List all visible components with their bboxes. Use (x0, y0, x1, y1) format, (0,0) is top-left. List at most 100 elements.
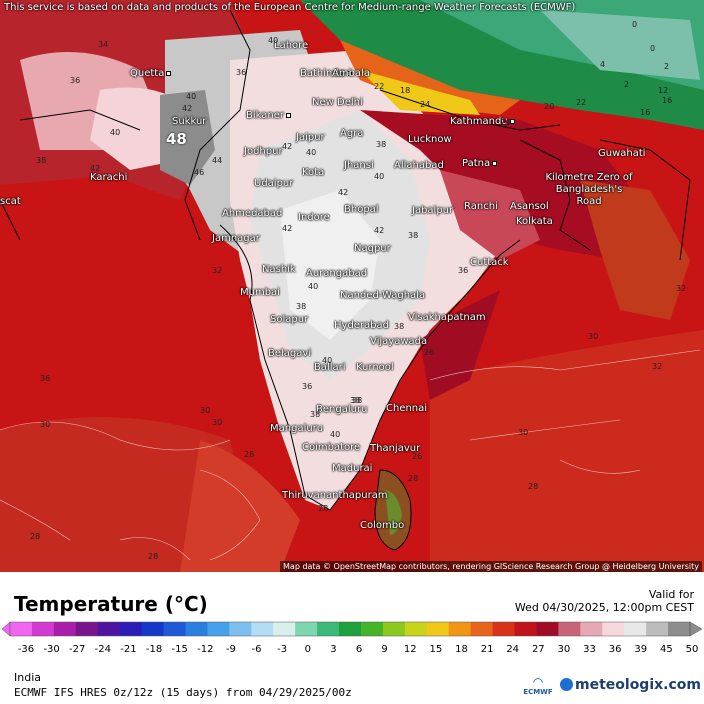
city-belagavi[interactable]: Belagavi (268, 348, 312, 359)
city-asansol[interactable]: Asansol (510, 201, 549, 212)
contour-value: 42 (182, 104, 193, 113)
ecmwf-logo-icon: ◠ (533, 675, 543, 689)
city-jodhpur[interactable]: Jodhpur (244, 146, 283, 157)
city-chennai[interactable]: Chennai (386, 403, 428, 414)
scale-swatch (492, 622, 516, 636)
scale-tick-label: -24 (95, 644, 111, 655)
city-guwahati[interactable]: Guwahati (598, 148, 646, 159)
temperature-map[interactable]: This service is based on data and produc… (0, 0, 704, 572)
city-jamnagar[interactable]: Jamnagar (212, 233, 260, 244)
city-aurangabad[interactable]: Aurangabad (306, 268, 368, 279)
city-bathinda[interactable]: Bathinda (300, 68, 354, 79)
city-quetta[interactable]: Quetta (130, 68, 173, 79)
contour-value: 38 (408, 231, 419, 240)
city-nagpur[interactable]: Nagpur (354, 243, 391, 254)
city-sukkur[interactable]: Sukkur (172, 116, 207, 127)
city-ahmedabad[interactable]: Ahmedabad (222, 208, 283, 219)
scale-swatch (339, 622, 362, 636)
contour-value: 36 (302, 382, 313, 391)
contour-value: 28 (244, 450, 255, 459)
city-visakhapatnam[interactable]: Visakhapatnam (408, 312, 486, 323)
contour-value: 42 (90, 164, 101, 173)
contour-value: 16 (662, 96, 673, 105)
scale-swatch (580, 622, 603, 636)
scale-swatch (360, 622, 384, 636)
city-coimbatore[interactable]: Coimbatore (302, 442, 361, 453)
scale-swatch (426, 622, 450, 636)
scale-tick-label: -15 (172, 644, 188, 655)
city-vijayawada[interactable]: Vijayawada (370, 336, 428, 347)
contour-value: 42 (282, 224, 293, 233)
city-solapur[interactable]: Solapur (270, 314, 309, 325)
city-kolkata[interactable]: Kolkata (516, 216, 553, 227)
contour-value: 0 (632, 20, 638, 29)
scale-tick-label: 21 (481, 644, 494, 655)
scale-tick-label: 12 (404, 644, 417, 655)
contour-value: 30 (200, 406, 211, 415)
scale-tick-label: -9 (226, 644, 236, 655)
scale-swatch (646, 622, 669, 636)
scale-tick-label: 36 (609, 644, 622, 655)
city-zero-of-bangladesh-road[interactable]: Kilometre Zero of Bangladesh's Road (545, 172, 633, 207)
contour-value: 40 (186, 92, 197, 101)
contour-value: 30 (40, 420, 51, 429)
contour-value: 34 (98, 40, 109, 49)
scale-swatch (448, 622, 472, 636)
city-karachi[interactable]: Karachi (90, 172, 128, 183)
city-thiruvananthapuram[interactable]: Thiruvananthapuram (282, 490, 388, 501)
city-bikaner[interactable]: Bikaner (246, 110, 293, 121)
city-thanjavur[interactable]: Thanjavur (370, 443, 421, 454)
city-ranchi[interactable]: Ranchi (464, 201, 498, 212)
scale-tick-label: 3 (330, 644, 336, 655)
city-bengaluru[interactable]: Bengaluru (316, 404, 368, 415)
scale-tick-label: -30 (43, 644, 59, 655)
city-kathmandu[interactable]: Kathmandu (450, 116, 517, 127)
contour-value: 30 (212, 418, 223, 427)
city-agra[interactable]: Agra (340, 128, 364, 139)
contour-value: 30 (518, 428, 529, 437)
city-indore[interactable]: Indore (298, 212, 330, 223)
scale-swatch (514, 622, 537, 636)
city-jaipur[interactable]: Jaipur (296, 132, 325, 143)
city-udaipur[interactable]: Udaipur (254, 178, 294, 189)
city-mumbai[interactable]: Mumbai (240, 287, 280, 298)
city-nanded[interactable]: Nanded-Waghala (340, 290, 426, 301)
city-cuttack[interactable]: Cuttack (470, 257, 509, 268)
contour-value: 38 (36, 156, 47, 165)
city-madurai[interactable]: Madurai (332, 463, 373, 474)
scale-swatch (295, 622, 318, 636)
city-kurnool[interactable]: Kurnool (356, 362, 394, 373)
contour-value: 40 (306, 148, 317, 157)
scale-swatch (624, 622, 647, 636)
city-ballari[interactable]: Ballari (314, 362, 346, 373)
brand-logo[interactable]: meteologix.com (560, 677, 701, 693)
city-ambala[interactable]: Ambala (332, 68, 370, 79)
scale-swatch (273, 622, 296, 636)
city-jhansi[interactable]: Jhansi (344, 160, 374, 171)
contour-value: 32 (652, 362, 663, 371)
scale-swatch (53, 622, 77, 636)
city-kota[interactable]: Kota (302, 167, 325, 178)
city-colombo[interactable]: Colombo (360, 520, 405, 531)
scale-swatch (207, 622, 230, 636)
city-hyderabad[interactable]: Hyderabad (334, 320, 389, 331)
city-mangaluru[interactable]: Mangaluru (270, 423, 324, 434)
contour-value: 42 (338, 188, 349, 197)
city-allahabad[interactable]: Allahabad (394, 160, 444, 171)
scale-tick-label: -6 (252, 644, 262, 655)
contour-value: 40 (110, 128, 121, 137)
scale-tick-label: 39 (634, 644, 647, 655)
city-bhopal[interactable]: Bhopal (344, 204, 379, 215)
city-patna[interactable]: Patna (462, 158, 499, 169)
scale-arrow-left (1, 621, 11, 637)
city-nashik[interactable]: Nashik (262, 264, 296, 275)
contour-value: 20 (544, 102, 555, 111)
contour-value: 42 (282, 142, 293, 151)
city-lucknow[interactable]: Lucknow (408, 134, 452, 145)
scale-swatch (163, 622, 186, 636)
city-jabalpur[interactable]: Jabalpur (412, 205, 454, 216)
city-new-delhi[interactable]: New Delhi (312, 97, 363, 108)
city-lahore[interactable]: Lahore (274, 40, 309, 51)
contour-value: 42 (374, 226, 385, 235)
city-muscat[interactable]: scat (0, 196, 21, 207)
